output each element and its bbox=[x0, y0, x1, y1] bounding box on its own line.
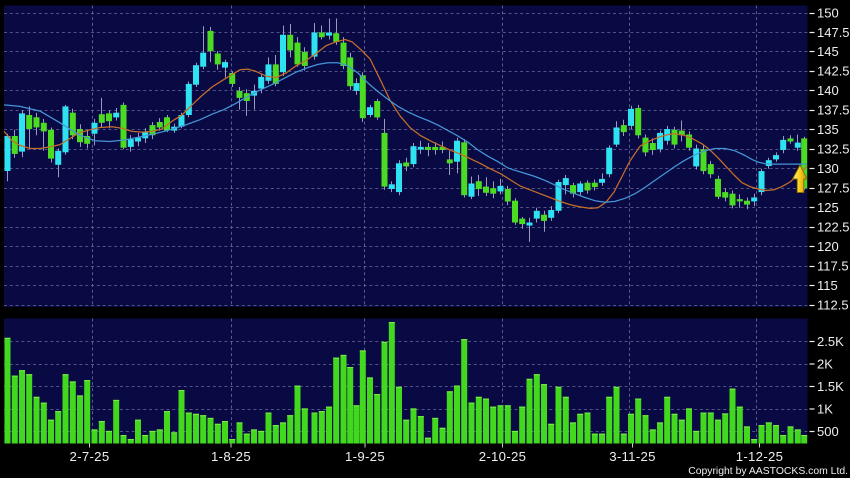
svg-text:122.5: 122.5 bbox=[817, 219, 850, 234]
svg-text:120: 120 bbox=[817, 239, 839, 254]
svg-text:130: 130 bbox=[817, 161, 839, 176]
svg-text:3-11-25: 3-11-25 bbox=[609, 449, 656, 464]
svg-text:142.5: 142.5 bbox=[817, 64, 850, 79]
svg-text:Copyright by AASTOCKS.com Ltd.: Copyright by AASTOCKS.com Ltd. bbox=[688, 466, 848, 477]
svg-text:125: 125 bbox=[817, 200, 839, 215]
svg-text:112.5: 112.5 bbox=[817, 297, 849, 312]
svg-text:150: 150 bbox=[817, 5, 839, 20]
svg-text:132.5: 132.5 bbox=[817, 142, 850, 157]
svg-text:137.5: 137.5 bbox=[817, 103, 850, 118]
svg-text:140: 140 bbox=[817, 83, 839, 98]
svg-text:1-9-25: 1-9-25 bbox=[345, 449, 385, 464]
svg-text:135: 135 bbox=[817, 122, 839, 137]
svg-text:500: 500 bbox=[817, 424, 839, 439]
svg-text:1-12-25: 1-12-25 bbox=[736, 449, 784, 464]
svg-text:2K: 2K bbox=[817, 356, 833, 371]
svg-text:2-7-25: 2-7-25 bbox=[70, 449, 110, 464]
svg-text:147.5: 147.5 bbox=[817, 25, 850, 40]
svg-text:1.5K: 1.5K bbox=[817, 379, 844, 394]
svg-text:2.5K: 2.5K bbox=[817, 334, 844, 349]
svg-text:115: 115 bbox=[817, 278, 838, 293]
svg-text:127.5: 127.5 bbox=[817, 181, 850, 196]
svg-text:117.5: 117.5 bbox=[817, 258, 849, 273]
svg-text:1K: 1K bbox=[817, 401, 833, 416]
svg-text:145: 145 bbox=[817, 44, 839, 59]
svg-text:2-10-25: 2-10-25 bbox=[479, 449, 527, 464]
svg-text:1-8-25: 1-8-25 bbox=[211, 449, 251, 464]
